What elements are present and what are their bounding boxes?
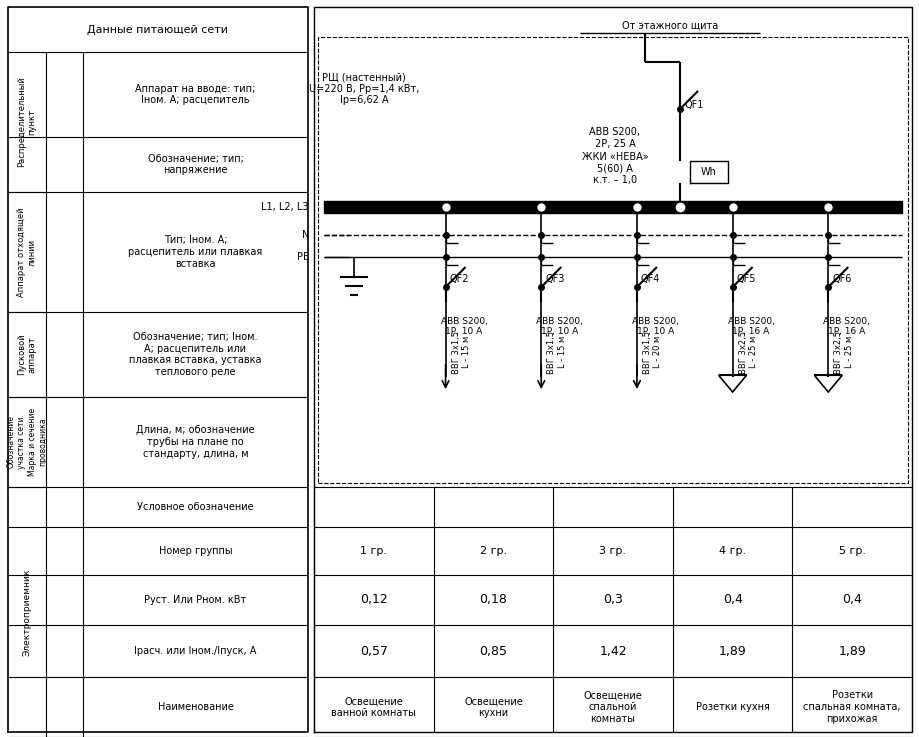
- Text: 2 гр.: 2 гр.: [480, 546, 506, 556]
- Text: 0,12: 0,12: [359, 593, 387, 607]
- Text: ВВГ 3х1,5
L - 15 м: ВВГ 3х1,5 L - 15 м: [451, 330, 471, 374]
- Text: QF1: QF1: [685, 100, 704, 110]
- Text: 0,18: 0,18: [479, 593, 506, 607]
- Text: 5 гр.: 5 гр.: [838, 546, 865, 556]
- Text: PE: PE: [297, 252, 309, 262]
- Text: Освещение
кухни: Освещение кухни: [463, 696, 522, 718]
- Text: Освещение
ванной комнаты: Освещение ванной комнаты: [331, 696, 415, 718]
- Text: N: N: [301, 230, 309, 240]
- Text: ЖКИ «НЕВА»
5(60) А
к.т. – 1,0: ЖКИ «НЕВА» 5(60) А к.т. – 1,0: [581, 152, 648, 185]
- Text: 4 гр.: 4 гр.: [719, 546, 745, 556]
- Text: Розетки кухня: Розетки кухня: [695, 702, 768, 712]
- Text: 0,85: 0,85: [479, 644, 507, 657]
- Text: 1 гр.: 1 гр.: [360, 546, 387, 556]
- Text: QF4: QF4: [641, 274, 660, 284]
- Text: Iрасч. или Iном./Iпуск, А: Iрасч. или Iном./Iпуск, А: [134, 646, 256, 656]
- Text: 0,57: 0,57: [359, 644, 388, 657]
- Text: Распределительный
пункт: Распределительный пункт: [17, 77, 37, 167]
- Text: ABB S200,
1P, 10 А: ABB S200, 1P, 10 А: [631, 317, 678, 336]
- Text: Аппарат на вводе: тип;
Iном. А; расцепитель: Аппарат на вводе: тип; Iном. А; расцепит…: [135, 84, 255, 105]
- Text: Руст. Или Рном. кВт: Руст. Или Рном. кВт: [144, 595, 246, 605]
- Text: 3 гр.: 3 гр.: [599, 546, 626, 556]
- Text: Wh: Wh: [700, 167, 716, 177]
- Text: QF5: QF5: [736, 274, 755, 284]
- Text: 0,4: 0,4: [722, 593, 742, 607]
- Text: ВВГ 3х1,5
L - 20 м: ВВГ 3х1,5 L - 20 м: [642, 330, 662, 374]
- Text: 1,89: 1,89: [837, 644, 865, 657]
- Text: L1, L2, L3: L1, L2, L3: [261, 202, 309, 212]
- Text: 1,42: 1,42: [598, 644, 626, 657]
- Text: 0,4: 0,4: [842, 593, 861, 607]
- Text: Обозначение; тип;
напряжение: Обозначение; тип; напряжение: [147, 154, 244, 175]
- Text: ВВГ 3х2,5
L - 25 м: ВВГ 3х2,5 L - 25 м: [834, 330, 853, 374]
- Text: ВВГ 3х1,5
L - 15 м: ВВГ 3х1,5 L - 15 м: [547, 330, 566, 374]
- Text: QF2: QF2: [449, 274, 469, 284]
- Text: ВВГ 3х2,5
L - 25 м: ВВГ 3х2,5 L - 25 м: [738, 330, 757, 374]
- Text: ABB S200,
1P, 10 А: ABB S200, 1P, 10 А: [440, 317, 487, 336]
- Text: Длина, м; обозначение
трубы на плане по
стандарту, длина, м: Длина, м; обозначение трубы на плане по …: [136, 425, 255, 458]
- Text: РЩ (настенный)
U=220 В, Рр=1,4 кВт,
Iр=6,62 А: РЩ (настенный) U=220 В, Рр=1,4 кВт, Iр=6…: [309, 72, 419, 105]
- Text: QF6: QF6: [832, 274, 851, 284]
- Text: ABB S200,
1P, 16 А: ABB S200, 1P, 16 А: [727, 317, 774, 336]
- Text: Розетки
спальная комната,
прихожая: Розетки спальная комната, прихожая: [802, 691, 900, 724]
- Text: Обозначение
участка сети.
Марка и сечение
проводника: Обозначение участка сети. Марка и сечени…: [6, 408, 47, 476]
- Text: Освещение
спальной
комнаты: Освещение спальной комнаты: [583, 691, 641, 724]
- Text: Аппарат отходящей
линии: Аппарат отходящей линии: [17, 207, 37, 297]
- Text: Обозначение; тип; Iном.
А; расцепитель или
плавкая вставка, уставка
теплового ре: Обозначение; тип; Iном. А; расцепитель и…: [129, 332, 262, 377]
- Text: QF3: QF3: [545, 274, 564, 284]
- Text: От этажного щита: От этажного щита: [621, 21, 718, 31]
- Text: Условное обозначение: Условное обозначение: [137, 502, 254, 512]
- Text: ABB S200,
1P, 10 А: ABB S200, 1P, 10 А: [536, 317, 583, 336]
- Text: Тип; Iном. А;
расцепитель или плавкая
вставка: Тип; Iном. А; расцепитель или плавкая вс…: [129, 235, 262, 268]
- Text: Данные питающей сети: Данные питающей сети: [87, 24, 228, 35]
- Text: ABB S200,
2P, 25 А: ABB S200, 2P, 25 А: [589, 127, 640, 149]
- Text: Пусковой
аппарат: Пусковой аппарат: [17, 334, 37, 375]
- Text: Наименование: Наименование: [157, 702, 233, 712]
- Text: Номер группы: Номер группы: [158, 546, 233, 556]
- Text: 1,89: 1,89: [718, 644, 745, 657]
- Text: Электроприемник: Электроприемник: [22, 568, 31, 656]
- Text: ABB S200,
1P, 16 А: ABB S200, 1P, 16 А: [823, 317, 869, 336]
- Text: 0,3: 0,3: [603, 593, 622, 607]
